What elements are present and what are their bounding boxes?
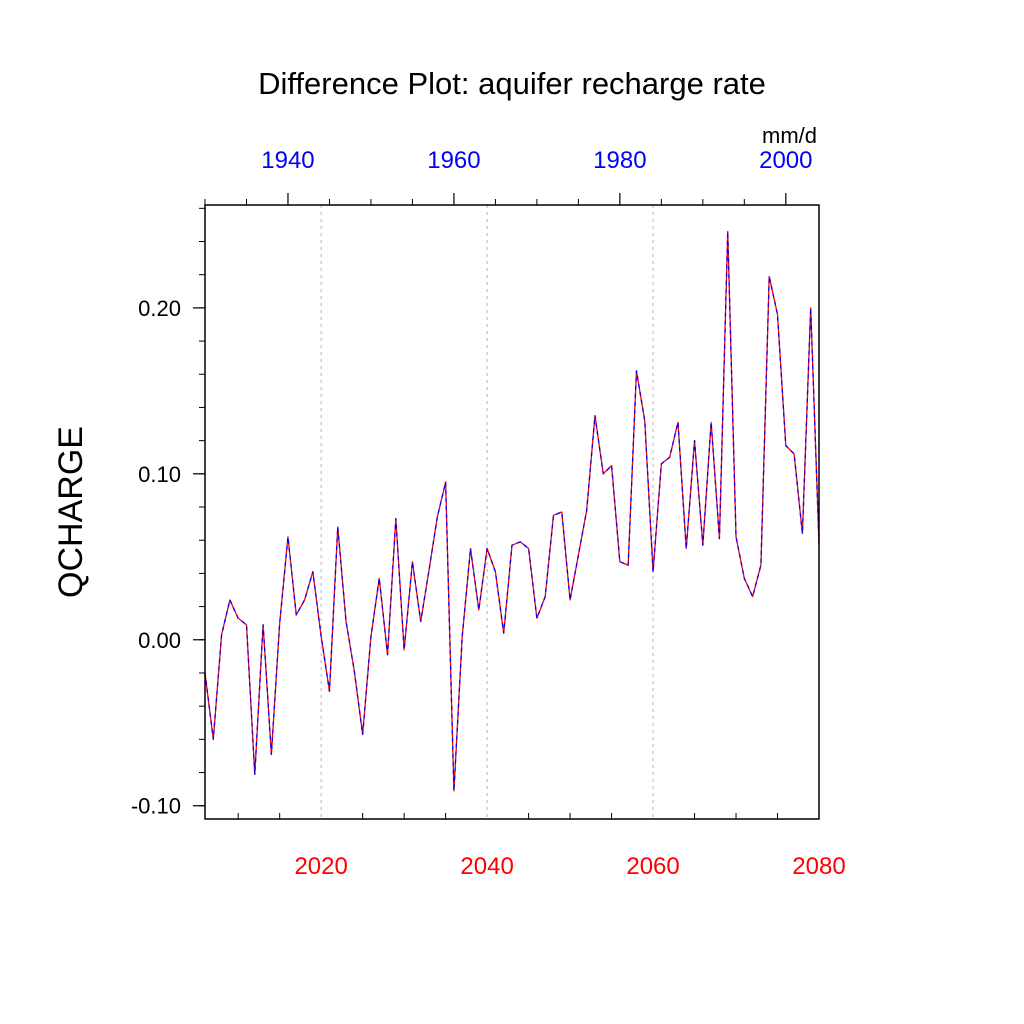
series-layer [204,230,820,792]
x-bottom-tick-label: 2080 [792,853,845,880]
series-line-blue [204,230,820,792]
axes-layer: -0.10 0.00 0.10 0.20 2020 2040 2060 2080 1940 196… [131,147,846,880]
series-line-red [204,230,820,792]
y-tick-label: 0.20 [138,296,181,321]
plot-frame [204,204,820,820]
x-top-tick-label: 1980 [593,147,646,174]
y-axis-label: QCHARGE [52,426,90,598]
x-bottom-tick-label: 2020 [294,853,347,880]
units-label: mm/d [762,123,817,148]
chart-title: Difference Plot: aquifer recharge rate [258,66,766,101]
y-tick-label: -0.10 [131,794,181,819]
x-top-tick-label: 1960 [427,147,480,174]
grid-layer [320,205,654,819]
x-bottom-tick-label: 2060 [626,853,679,880]
y-tick-label: 0.10 [138,462,181,487]
x-bottom-tick-label: 2040 [460,853,513,880]
y-tick-label: 0.00 [138,628,181,653]
x-top-tick-label: 2000 [759,147,812,174]
x-top-tick-label: 1940 [261,147,314,174]
